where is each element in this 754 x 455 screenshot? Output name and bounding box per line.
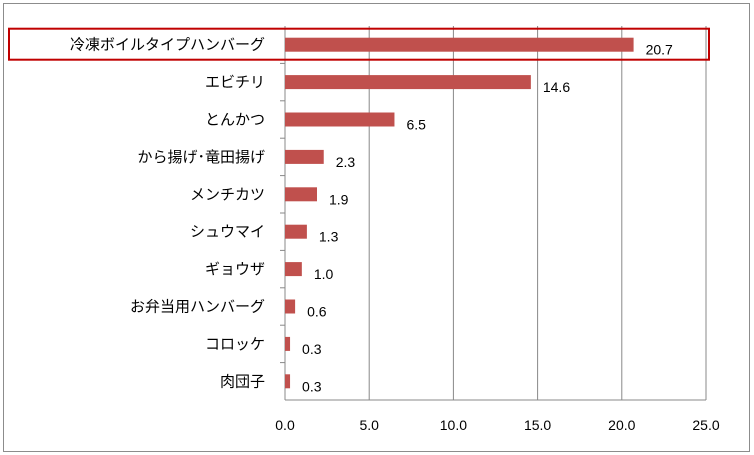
data-label: 1.0 xyxy=(314,266,334,282)
category-label: 肉団子 xyxy=(220,372,265,390)
category-label: コロッケ xyxy=(205,335,265,353)
bar xyxy=(285,75,531,90)
category-label: エビチリ xyxy=(205,73,265,91)
bar xyxy=(285,262,302,277)
bar xyxy=(285,299,296,314)
category-label: から揚げ･竜田揚げ xyxy=(137,148,265,166)
chart-border xyxy=(3,3,750,452)
category-label: シュウマイ xyxy=(190,223,265,241)
data-label: 14.6 xyxy=(543,79,570,95)
x-tick-label: 0.0 xyxy=(275,417,295,433)
x-tick-label: 25.0 xyxy=(692,417,719,433)
bar xyxy=(285,374,291,389)
bar xyxy=(285,112,395,127)
data-label: 20.7 xyxy=(646,42,673,58)
data-label: 0.3 xyxy=(302,341,322,357)
category-label: メンチカツ xyxy=(190,185,265,203)
x-tick-label: 5.0 xyxy=(359,417,379,433)
bar xyxy=(285,224,307,239)
category-label: 冷凍ボイルタイプハンバーグ xyxy=(70,36,265,54)
x-tick-label: 10.0 xyxy=(440,417,467,433)
data-label: 1.9 xyxy=(329,191,349,207)
x-tick-label: 15.0 xyxy=(524,417,551,433)
category-label: とんかつ xyxy=(205,111,265,129)
bar xyxy=(285,149,324,164)
x-tick-label: 20.0 xyxy=(608,417,635,433)
category-label: お弁当用ハンバーグ xyxy=(130,298,265,316)
bar xyxy=(285,37,634,52)
category-label: ギョウザ xyxy=(205,260,265,278)
highlight-box xyxy=(8,27,710,61)
data-label: 1.3 xyxy=(319,229,339,245)
data-label: 0.3 xyxy=(302,378,322,394)
data-label: 2.3 xyxy=(336,154,356,170)
bar xyxy=(285,336,291,351)
data-label: 6.5 xyxy=(406,117,426,133)
data-label: 0.6 xyxy=(307,304,327,320)
bar xyxy=(285,187,317,202)
